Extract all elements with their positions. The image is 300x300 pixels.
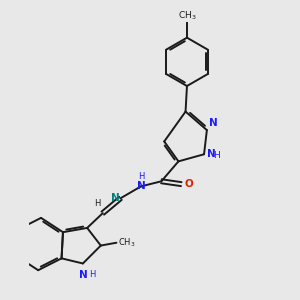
Text: N: N [136, 182, 145, 191]
Text: O: O [184, 179, 193, 189]
Text: N: N [79, 270, 87, 280]
Text: H: H [94, 199, 101, 208]
Text: N: N [207, 149, 216, 159]
Text: H: H [213, 151, 220, 160]
Text: CH$_3$: CH$_3$ [178, 10, 196, 22]
Text: N: N [110, 193, 119, 203]
Text: CH$_3$: CH$_3$ [118, 236, 136, 249]
Text: N: N [209, 118, 218, 128]
Text: H: H [89, 270, 95, 279]
Text: H: H [138, 172, 144, 181]
